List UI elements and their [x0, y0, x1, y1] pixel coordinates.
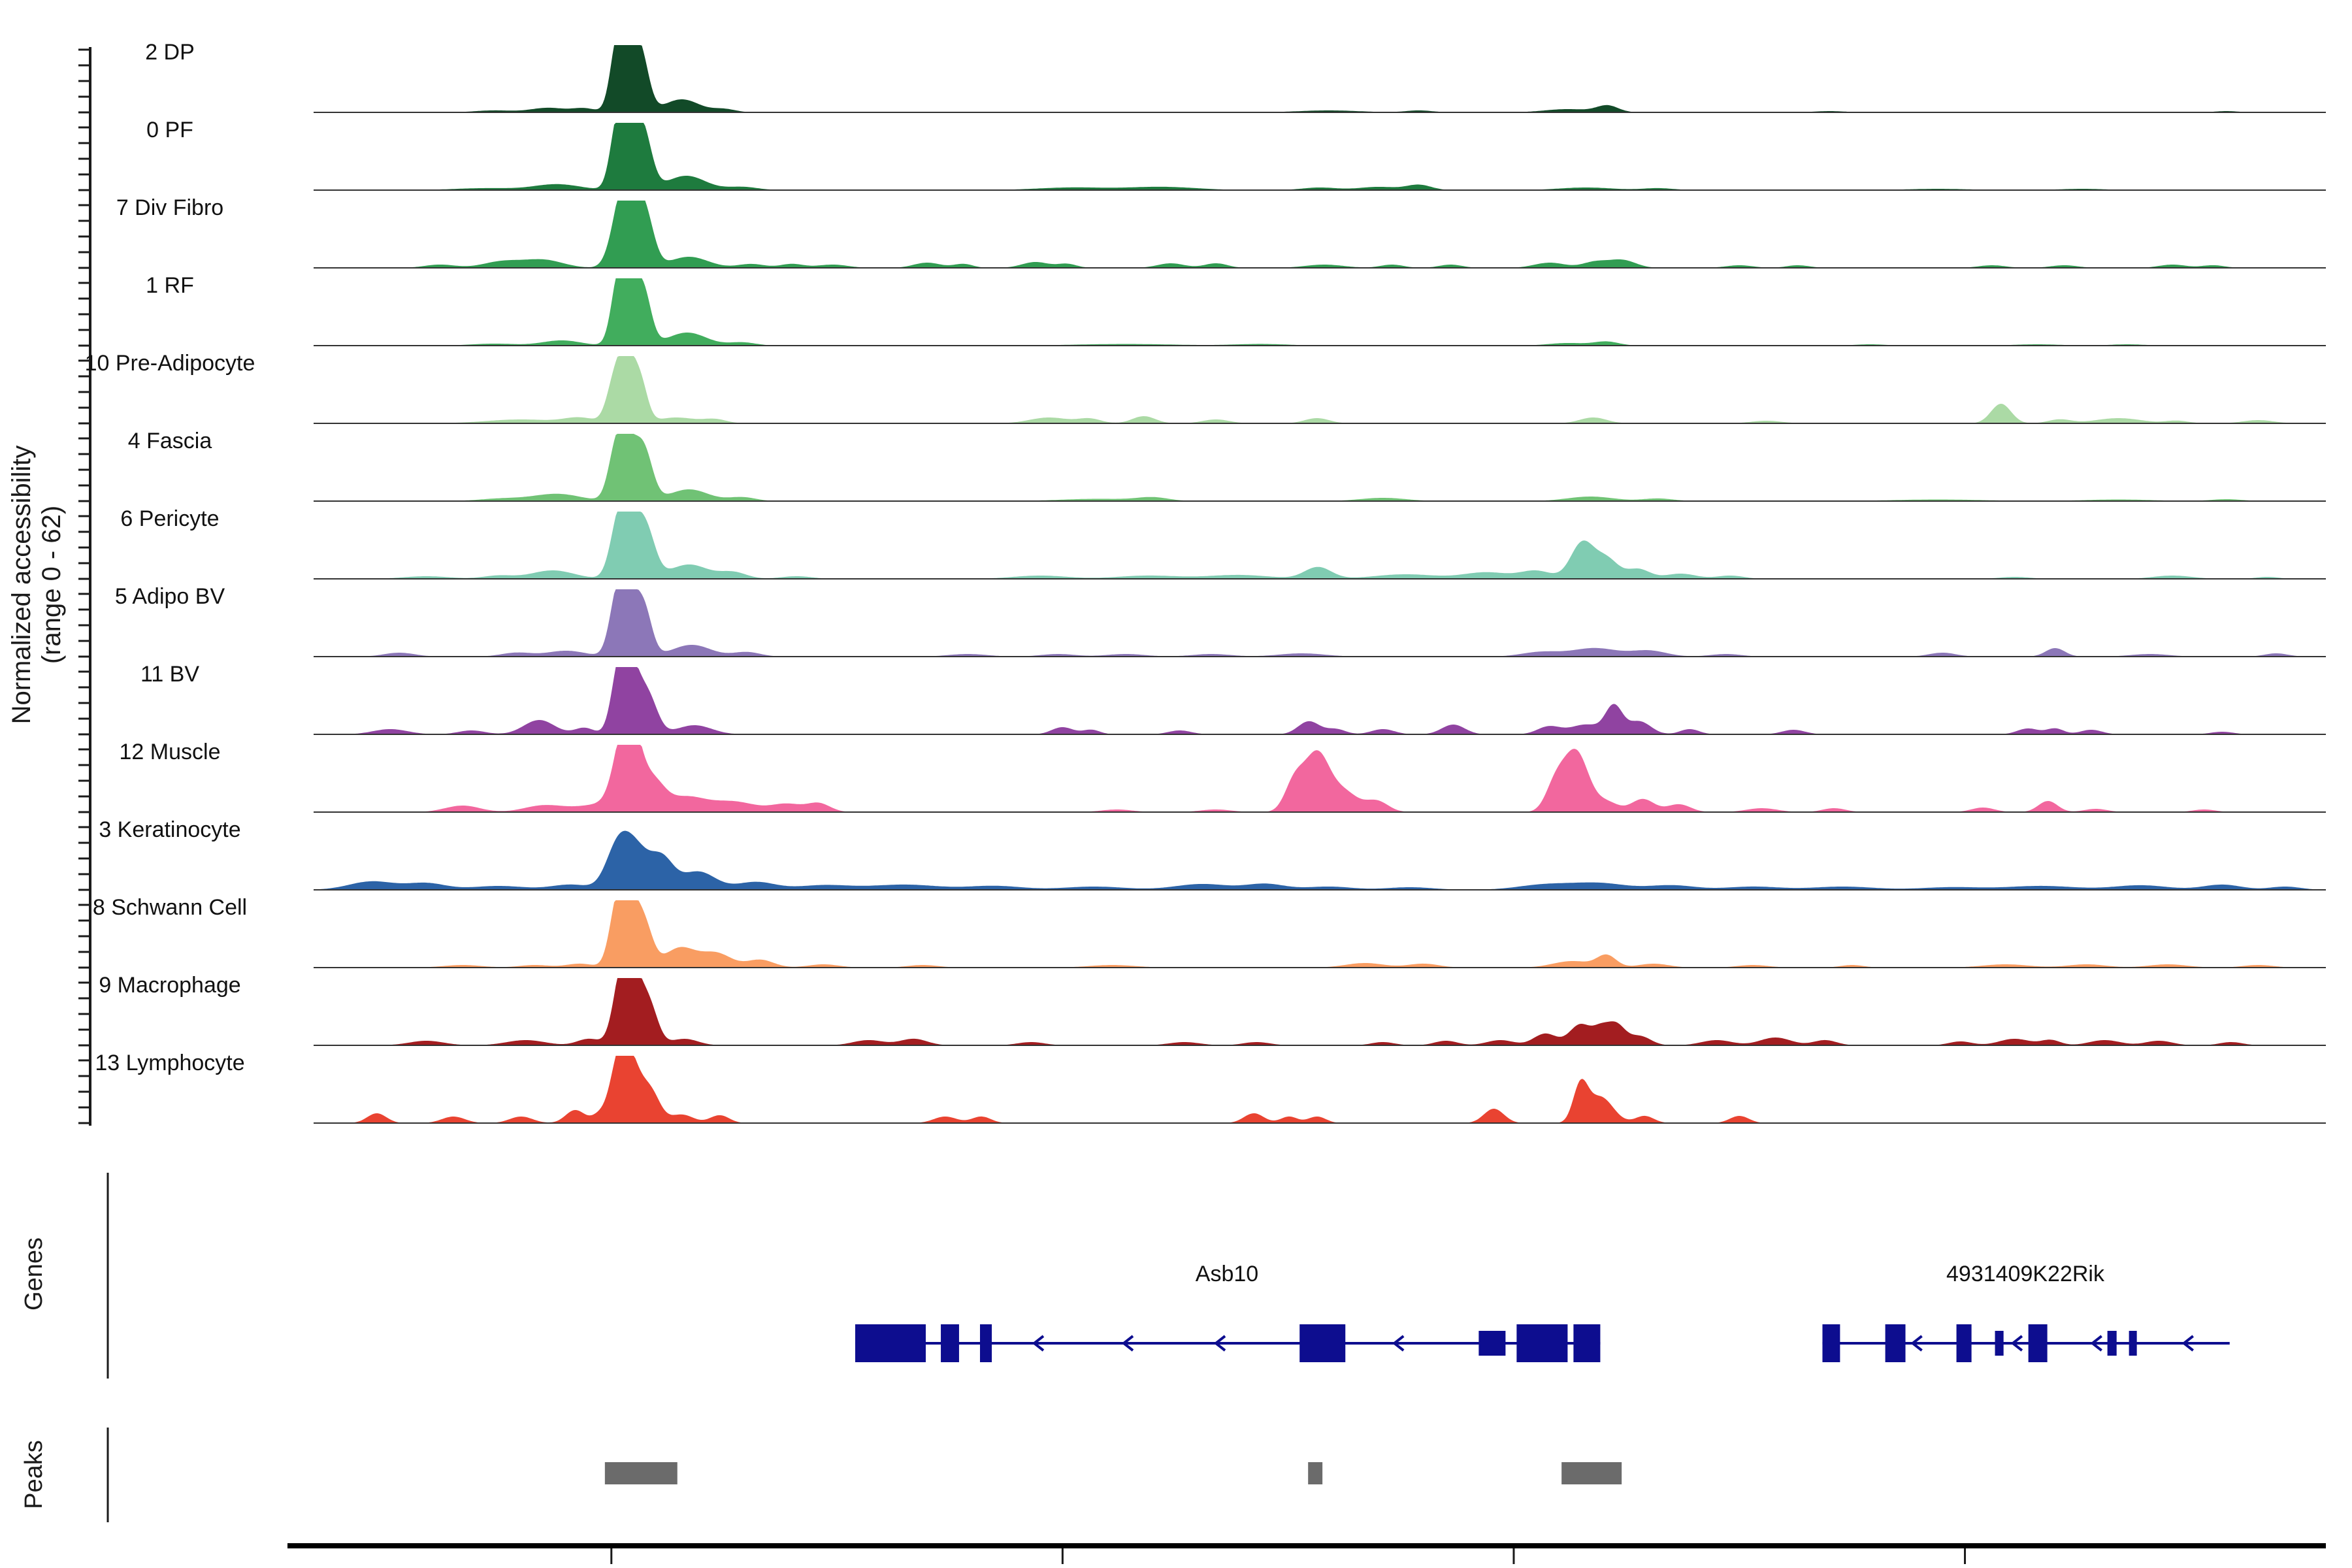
peaks-panel [106, 1428, 1622, 1522]
track-label-13-lymphocyte: 13 Lymphocyte [95, 1051, 245, 1075]
coverage-area-5-adipo-bv [314, 589, 2326, 657]
track-label-0-pf: 0 PF [146, 118, 193, 142]
coverage-area-11-bv [314, 667, 2326, 734]
track-label-1-rf: 1 RF [146, 273, 194, 298]
track-label-2-dp: 2 DP [145, 40, 195, 65]
coverage-area-12-muscle [314, 745, 2326, 812]
track-label-5-adipo-bv: 5 Adipo BV [114, 584, 225, 609]
coverage-area-9-macrophage [314, 978, 2326, 1045]
gene-exon [1995, 1331, 2004, 1356]
coverage-track-1-rf [314, 278, 2326, 346]
coverage-track-4-fascia [314, 434, 2326, 502]
gene-model-4931409k22rik [1822, 1324, 2230, 1362]
track-label-12-muscle: 12 Muscle [119, 740, 221, 764]
coverage-track-2-dp [314, 45, 2326, 113]
coverage-area-8-schwann-cell [314, 900, 2326, 968]
coverage-area-6-pericyte [314, 512, 2326, 579]
coverage-track-9-macrophage [314, 978, 2326, 1046]
gene-exon [1822, 1324, 1840, 1362]
genes-panel [106, 1173, 2230, 1379]
gene-exon [1573, 1324, 1601, 1362]
track-label-8-schwann-cell: 8 Schwann Cell [92, 895, 248, 920]
peak-rect [604, 1462, 678, 1484]
coverage-track-6-pericyte [314, 512, 2326, 580]
y-axis [78, 47, 91, 1126]
coverage-track-11-bv [314, 667, 2326, 735]
coverage-area-7-div-fibro [314, 201, 2326, 268]
coverage-area-13-lymphocyte [314, 1056, 2326, 1123]
gene-exon [2028, 1324, 2048, 1362]
coverage-area-2-dp [314, 45, 2326, 112]
coverage-area-1-rf [314, 278, 2326, 346]
track-label-6-pericyte: 6 Pericyte [120, 506, 220, 531]
gene-strand-arrow [1910, 1335, 1923, 1352]
gene-strand-arrow [1392, 1335, 1405, 1352]
coverage-track-0-pf [314, 123, 2326, 191]
coverage-track-13-lymphocyte [314, 1056, 2326, 1124]
peak-rect [1561, 1462, 1622, 1484]
coverage-track-3-keratinocyte [314, 830, 2326, 890]
gene-exon [1885, 1324, 1906, 1362]
peak-rect [1308, 1462, 1323, 1484]
coverage-area-3-keratinocyte [314, 830, 2326, 890]
gene-exon [1516, 1324, 1568, 1362]
gene-label-4931409k22rik: 4931409K22Rik [1946, 1262, 2104, 1286]
coverage-track-8-schwann-cell [314, 900, 2326, 968]
gene-model-asb10 [855, 1324, 1601, 1362]
coverage-area-4-fascia [314, 434, 2326, 501]
gene-strand-arrow [2090, 1335, 2102, 1352]
x-axis [287, 1543, 2326, 1564]
coverage-track-7-div-fibro [314, 201, 2326, 269]
coverage-track-12-muscle [314, 745, 2326, 813]
track-label-9-macrophage: 9 Macrophage [99, 973, 241, 998]
gene-strand-arrow [1032, 1335, 1045, 1352]
gene-exon [1299, 1324, 1346, 1362]
gene-exon [941, 1324, 959, 1362]
gene-label-asb10: Asb10 [1195, 1262, 1259, 1286]
gene-exon [2129, 1331, 2137, 1356]
gene-exon [979, 1324, 992, 1362]
gene-exon [1478, 1331, 1506, 1356]
track-label-4-fascia: 4 Fascia [127, 429, 212, 453]
peaks-section-label: Peaks [20, 1440, 48, 1509]
track-label-11-bv: 11 BV [140, 662, 200, 687]
gene-strand-arrow [2181, 1335, 2194, 1352]
gene-exon [1956, 1324, 1972, 1362]
coverage-track-10-pre-adipocyte [314, 356, 2326, 424]
gene-exon [2107, 1331, 2117, 1356]
coverage-area-0-pf [314, 123, 2326, 190]
track-label-3-keratinocyte: 3 Keratinocyte [99, 817, 241, 842]
coverage-track-5-adipo-bv [314, 589, 2326, 657]
gene-strand-arrow [1121, 1335, 1134, 1352]
gene-strand-arrow [2010, 1335, 2023, 1352]
gene-strand-arrow [1213, 1335, 1226, 1352]
track-label-7-div-fibro: 7 Div Fibro [116, 195, 224, 220]
coverage-area-10-pre-adipocyte [314, 356, 2326, 423]
track-label-10-pre-adipocyte: 10 Pre-Adipocyte [84, 351, 255, 376]
gene-exon [855, 1324, 926, 1362]
